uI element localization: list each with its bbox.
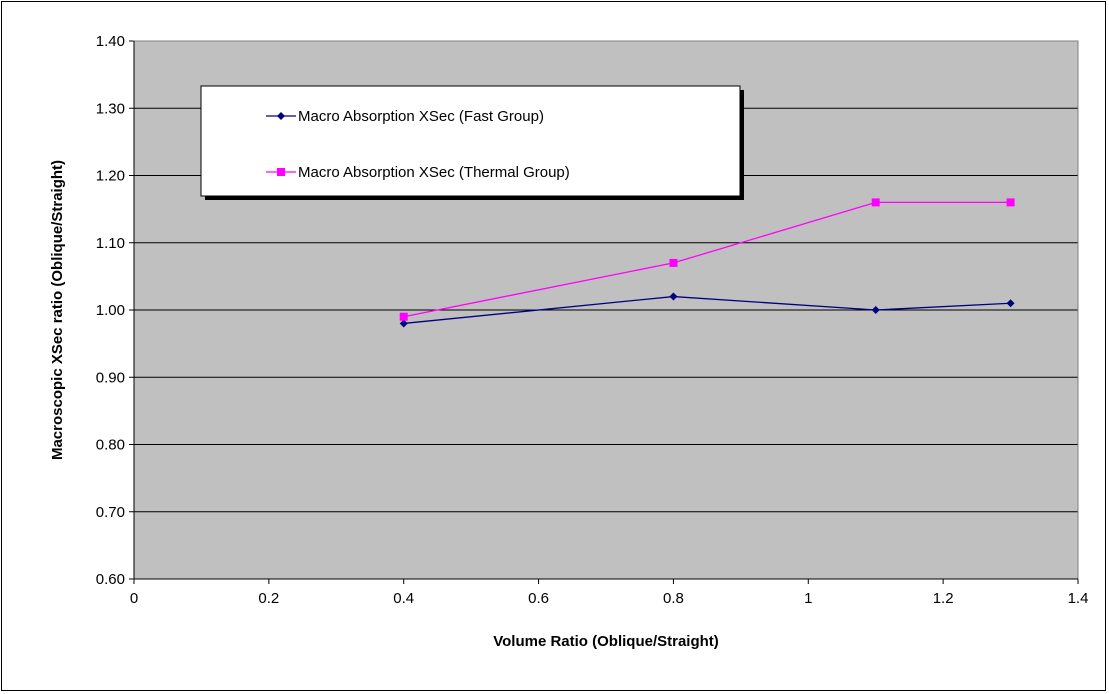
y-tick-label: 1.00 bbox=[96, 302, 125, 319]
legend-entry-2: Macro Absorption XSec (Thermal Group) bbox=[266, 164, 570, 181]
data-point bbox=[1006, 299, 1015, 308]
x-axis-label: Volume Ratio (Oblique/Straight) bbox=[493, 633, 719, 650]
data-point bbox=[399, 312, 408, 321]
y-tick-label: 0.60 bbox=[96, 571, 125, 588]
axes bbox=[129, 40, 1079, 584]
y-tick-label: 1.30 bbox=[96, 100, 125, 117]
legend-label: Macro Absorption XSec (Thermal Group) bbox=[298, 164, 570, 181]
data-point bbox=[669, 292, 678, 301]
x-tick-label: 1 bbox=[804, 590, 812, 607]
legend: Macro Absorption XSec (Fast Group) Macro … bbox=[200, 85, 744, 200]
x-tick-label: 0.4 bbox=[393, 590, 414, 607]
y-tick-label: 0.80 bbox=[96, 437, 125, 454]
x-tick-label: 1.4 bbox=[1068, 590, 1089, 607]
legend-marker bbox=[277, 112, 285, 120]
legend-entry-1: Macro Absorption XSec (Fast Group) bbox=[266, 108, 544, 125]
legend-box bbox=[200, 85, 741, 197]
y-tick-label: 0.90 bbox=[96, 369, 125, 386]
legend-label: Macro Absorption XSec (Fast Group) bbox=[298, 108, 544, 125]
series-1 bbox=[399, 292, 1015, 328]
tick-labels: 0.60 0.70 0.80 0.90 1.00 1.10 1.20 1.30 1.40 0 0.2… bbox=[96, 33, 1089, 607]
y-tick-label: 1.20 bbox=[96, 168, 125, 185]
data-point bbox=[399, 319, 408, 328]
x-tick-label: 1.2 bbox=[933, 590, 954, 607]
legend-entries: Macro Absorption XSec (Fast Group) Macro … bbox=[266, 108, 570, 181]
series-2 bbox=[399, 198, 1015, 321]
x-tick-label: 0 bbox=[130, 590, 138, 607]
data-point bbox=[669, 258, 678, 267]
data-point bbox=[871, 198, 880, 207]
x-tick-label: 0.8 bbox=[663, 590, 684, 607]
series-line bbox=[403, 295, 1011, 325]
y-tick-label: 1.10 bbox=[96, 235, 125, 252]
series-line bbox=[403, 201, 1011, 318]
legend-marker bbox=[277, 168, 285, 176]
series-layer bbox=[399, 198, 1015, 328]
data-point bbox=[871, 306, 880, 314]
x-tick-label: 0.2 bbox=[258, 590, 279, 607]
x-tick-label: 0.6 bbox=[528, 590, 549, 607]
y-axis-label: Macroscopic XSec ratio (Oblique/Straight… bbox=[49, 160, 66, 460]
y-tick-label: 1.40 bbox=[96, 33, 125, 50]
data-point bbox=[1006, 198, 1015, 207]
y-tick-label: 0.70 bbox=[96, 504, 125, 521]
